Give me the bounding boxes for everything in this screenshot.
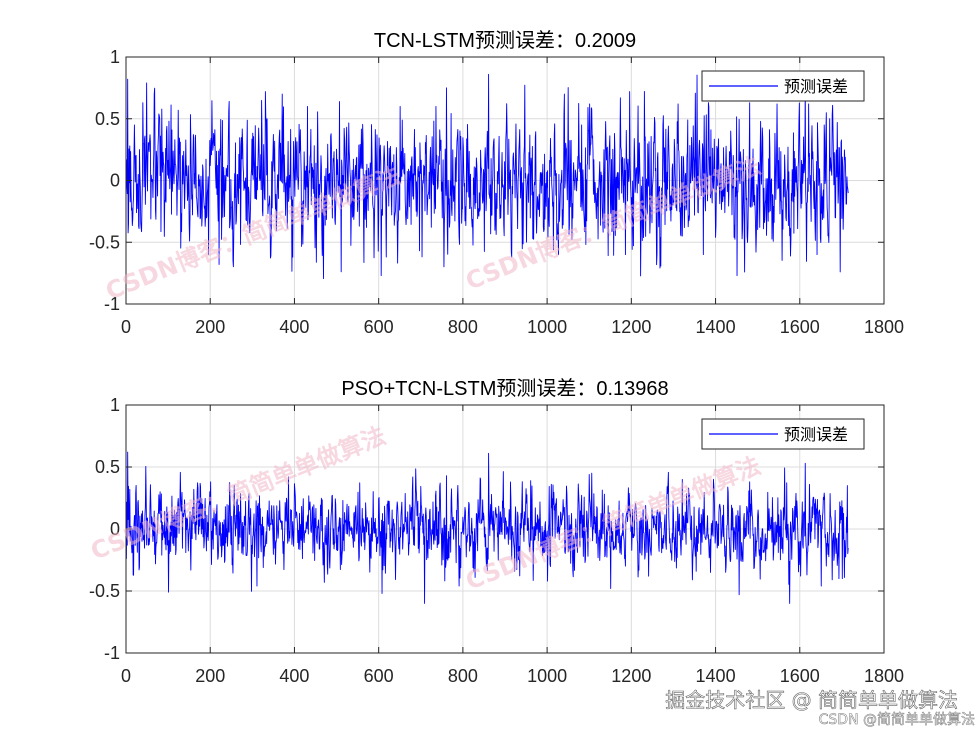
x-tick-label: 1400 bbox=[696, 666, 736, 686]
x-tick-label: 800 bbox=[448, 666, 478, 686]
x-tick-label: 200 bbox=[195, 666, 225, 686]
x-tick-label: 800 bbox=[448, 317, 478, 337]
y-tick-label: -0.5 bbox=[89, 232, 120, 252]
chart-tcn-lstm-error: 0 200 400 600 800 1000 1200 1400 1600 1800 -1 -0.5 0… bbox=[89, 29, 904, 337]
x-tick-label: 600 bbox=[364, 666, 394, 686]
footer-main-watermark: 掘金技术社区 @ 简简单单做算法 bbox=[665, 688, 958, 712]
x-tick-label: 400 bbox=[279, 317, 309, 337]
x-tick-label: 0 bbox=[121, 666, 131, 686]
chart-title: TCN-LSTM预测误差：0.2009 bbox=[374, 29, 636, 52]
y-tick-label: 0.5 bbox=[95, 109, 120, 129]
x-tick-label: 600 bbox=[364, 317, 394, 337]
y-tick-label: -0.5 bbox=[89, 581, 120, 601]
x-tick-label: 1800 bbox=[864, 666, 904, 686]
x-tick-label: 200 bbox=[195, 317, 225, 337]
y-tick-label: 0.5 bbox=[95, 457, 120, 477]
x-tick-label: 1800 bbox=[864, 317, 904, 337]
footer-watermark: 掘金技术社区 @ 简简单单做算法 CSDN @简简单单做算法 bbox=[665, 688, 975, 729]
y-tick-label: -1 bbox=[104, 294, 120, 314]
chart-pso-tcn-lstm-error: 0 200 400 600 800 1000 1200 1400 1600 1800 -1 -0.5 0… bbox=[89, 377, 904, 686]
x-tick-label: 1200 bbox=[611, 317, 651, 337]
y-tick-label: 0 bbox=[110, 519, 120, 539]
x-tick-label: 1400 bbox=[696, 317, 736, 337]
x-tick-label: 1000 bbox=[527, 317, 567, 337]
x-tick-label: 1600 bbox=[780, 666, 820, 686]
y-tick-label: -1 bbox=[104, 643, 120, 663]
x-tick-label: 1000 bbox=[527, 666, 567, 686]
series-line-prediction-error bbox=[125, 73, 849, 280]
series-line-prediction-error bbox=[125, 451, 849, 604]
chart-title: PSO+TCN-LSTM预测误差：0.13968 bbox=[341, 377, 668, 400]
x-tick-label: 400 bbox=[279, 666, 309, 686]
y-tick-label: 1 bbox=[110, 47, 120, 67]
y-tick-label: 1 bbox=[110, 395, 120, 415]
footer-sub-watermark: CSDN @简简单单做算法 bbox=[819, 711, 975, 728]
legend-label: 预测误差 bbox=[784, 425, 848, 444]
y-tick-label: 0 bbox=[110, 171, 120, 191]
x-tick-label: 1200 bbox=[611, 666, 651, 686]
x-tick-label: 1600 bbox=[780, 317, 820, 337]
x-tick-label: 0 bbox=[121, 317, 131, 337]
legend-label: 预测误差 bbox=[784, 77, 848, 96]
